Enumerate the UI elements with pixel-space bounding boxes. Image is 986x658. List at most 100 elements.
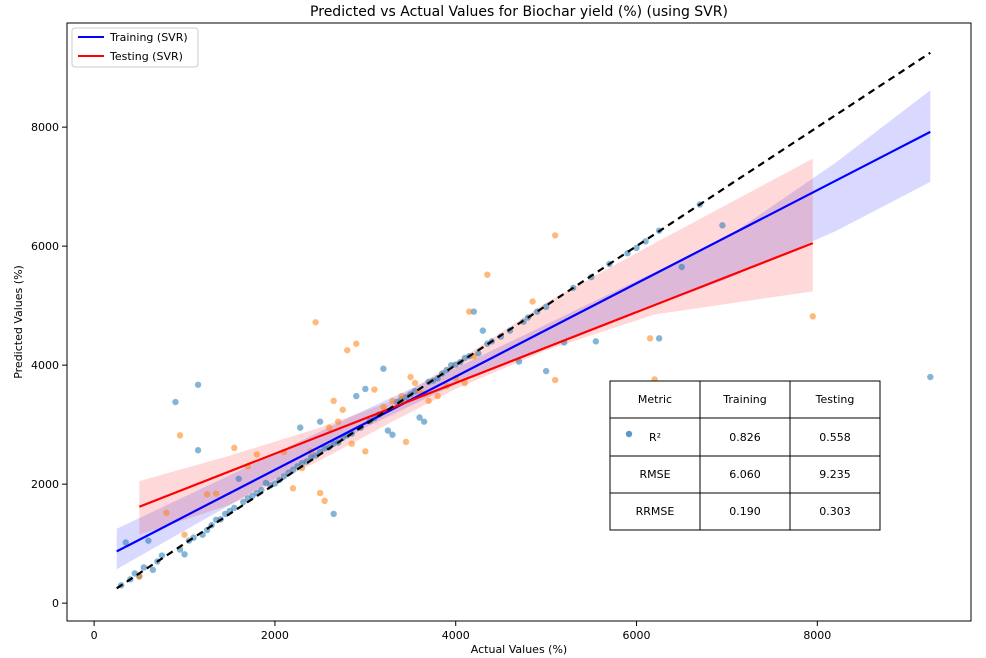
plot-area	[66, 22, 972, 622]
testing-point	[330, 397, 337, 405]
training-point	[542, 303, 550, 311]
table-cell-rrmse-label: RRMSE	[636, 505, 675, 518]
metrics-table: Metric Training Testing R² 0.826 0.558 R…	[609, 380, 881, 531]
x-tick-label: 0	[91, 629, 98, 642]
training-point	[149, 566, 157, 574]
training-point	[380, 365, 387, 372]
legend: Training (SVR) Testing (SVR)	[71, 27, 199, 68]
testing-point	[466, 308, 473, 315]
training-point	[271, 480, 279, 487]
testing-point	[348, 440, 355, 447]
testing-point	[411, 379, 419, 387]
testing-point	[321, 497, 328, 505]
y-tick-label: 8000	[31, 121, 59, 134]
testing-point	[529, 298, 536, 305]
training-point	[240, 498, 247, 506]
testing-point	[339, 406, 346, 413]
x-tick-label: 2000	[261, 629, 289, 642]
table-point-marker	[625, 430, 633, 438]
identity-line	[116, 51, 931, 590]
testing-point	[335, 418, 342, 425]
testing-point	[181, 531, 188, 538]
training-point	[249, 492, 256, 500]
testing-point	[402, 438, 410, 446]
testing-point	[371, 386, 378, 393]
x-axis-ticks: 0 2000 4000 6000 8000	[91, 621, 831, 642]
table-cell-rmse-testing: 9.235	[819, 468, 851, 481]
table-cell-r2-label: R²	[649, 431, 661, 444]
table-header-training: Training	[722, 393, 766, 406]
y-axis-label: Predicted Values (%)	[12, 265, 25, 379]
testing-point	[484, 271, 491, 278]
testing-point	[646, 335, 654, 342]
training-point	[416, 414, 423, 421]
y-tick-label: 0	[52, 597, 59, 610]
plot-border	[66, 22, 972, 622]
training-point	[633, 244, 640, 252]
training-point	[131, 570, 138, 577]
x-tick-label: 4000	[442, 629, 470, 642]
training-point	[312, 452, 319, 459]
training-point	[258, 486, 265, 494]
training-point	[515, 358, 523, 365]
training-point	[297, 424, 304, 431]
table-header-testing: Testing	[815, 393, 855, 406]
training-point	[927, 373, 934, 381]
training-point	[470, 308, 477, 315]
training-point	[475, 350, 482, 357]
training-point	[384, 427, 392, 434]
training-point	[678, 263, 685, 271]
testing-point	[253, 451, 261, 458]
training-point	[194, 447, 202, 454]
testing-point	[325, 424, 333, 431]
testing-point	[389, 397, 396, 405]
table-cell-rrmse-testing: 0.303	[819, 505, 851, 518]
testing-point	[809, 313, 816, 320]
testing-point	[163, 509, 170, 516]
y-axis-ticks: 0 2000 4000 6000 8000	[31, 121, 67, 610]
training-point	[145, 537, 152, 544]
table-cell-rmse-training: 6.060	[729, 468, 761, 481]
testing-point	[231, 444, 238, 452]
training-point	[655, 335, 663, 342]
training-point	[479, 327, 487, 334]
training-point	[222, 510, 229, 518]
training-fit-line	[116, 130, 931, 553]
training-point	[231, 504, 238, 512]
testing-point	[289, 485, 297, 492]
training-point	[443, 366, 450, 374]
training-point	[420, 418, 428, 425]
training-point	[181, 551, 188, 558]
testing-point	[362, 448, 369, 455]
testing-point	[551, 232, 559, 239]
training-point	[140, 564, 148, 571]
training-point	[542, 367, 550, 375]
testing-point	[344, 347, 351, 354]
testing-point	[203, 491, 211, 498]
training-point	[642, 238, 649, 245]
testing-point	[176, 432, 184, 439]
training-point	[122, 539, 129, 546]
chart-title: Predicted vs Actual Values for Biochar y…	[310, 4, 728, 20]
training-point	[289, 466, 297, 474]
training-point	[592, 338, 600, 345]
testing-point	[551, 376, 559, 384]
training-point	[172, 398, 179, 406]
testing-point	[407, 373, 414, 381]
y-tick-label: 4000	[31, 359, 59, 372]
testing-point	[212, 490, 220, 497]
y-tick-label: 2000	[31, 478, 59, 491]
testing-point	[380, 403, 387, 410]
testing-point	[316, 489, 324, 497]
x-tick-label: 6000	[623, 629, 651, 642]
testing-fit-line	[138, 242, 814, 508]
training-point	[316, 418, 324, 425]
testing-point	[398, 392, 405, 400]
legend-label-training: Training (SVR)	[109, 31, 188, 44]
training-point	[235, 475, 242, 482]
testing-point	[461, 379, 468, 387]
testing-point	[434, 392, 441, 400]
training-point	[330, 510, 337, 518]
x-tick-label: 8000	[803, 629, 831, 642]
